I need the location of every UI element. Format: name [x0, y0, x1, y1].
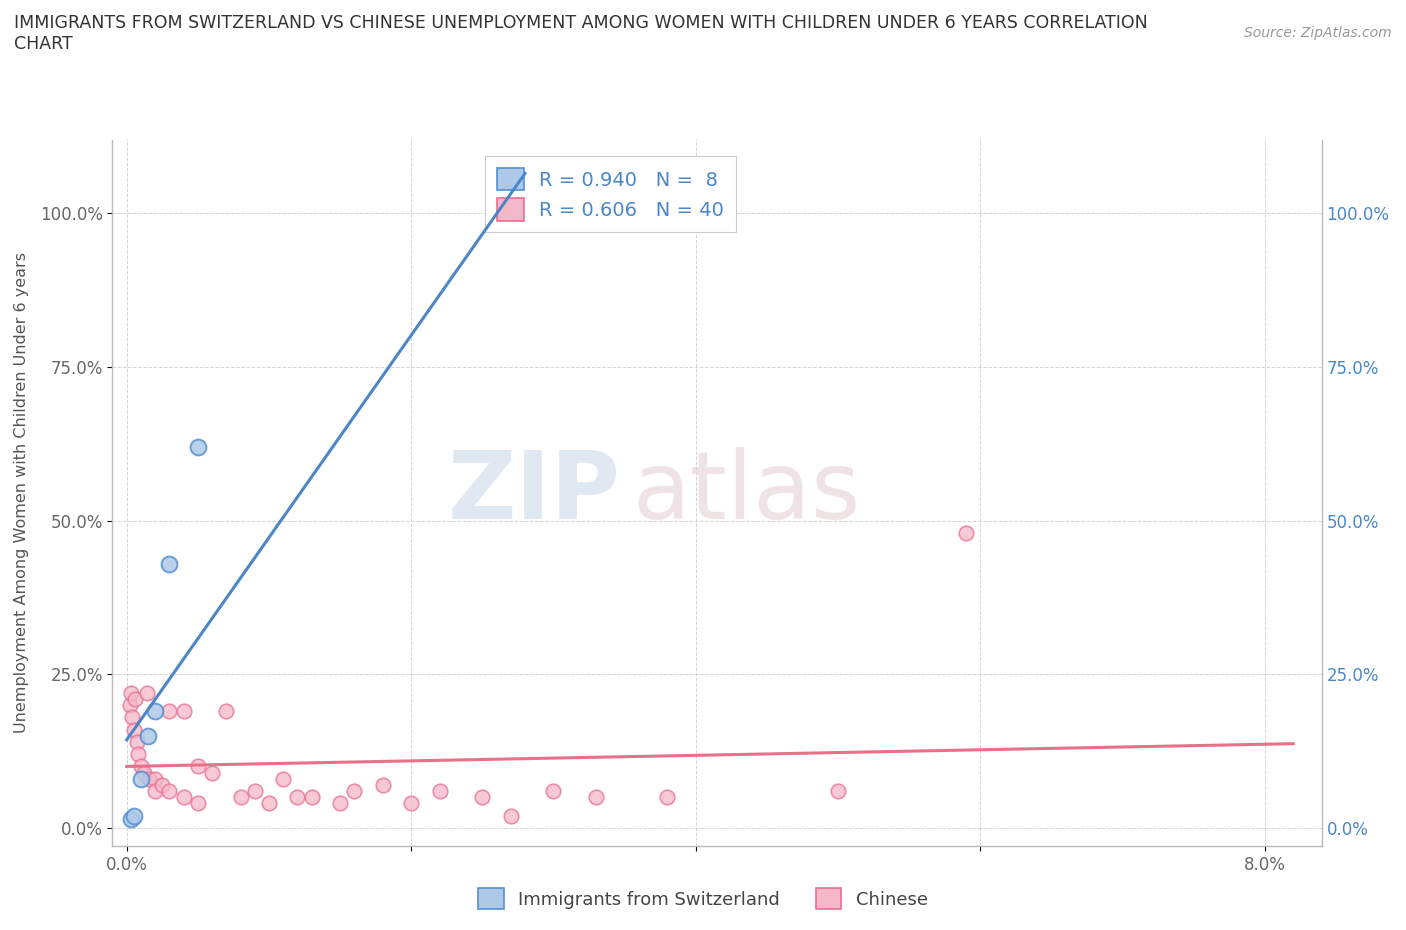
Point [187, 759, 209, 774]
Point [118, 698, 141, 712]
Legend: Immigrants from Switzerland, Chinese: Immigrants from Switzerland, Chinese [471, 881, 935, 916]
Point [120, 811, 142, 826]
Point [122, 808, 145, 823]
Point [343, 784, 366, 799]
Text: CHART: CHART [14, 35, 73, 53]
Point [271, 771, 294, 786]
Text: ZIP: ZIP [447, 447, 620, 538]
Point [827, 784, 849, 799]
Point [329, 796, 352, 811]
Point [301, 790, 323, 804]
Point [157, 556, 180, 571]
Text: IMMIGRANTS FROM SWITZERLAND VS CHINESE UNEMPLOYMENT AMONG WOMEN WITH CHILDREN UN: IMMIGRANTS FROM SWITZERLAND VS CHINESE U… [14, 14, 1147, 32]
Point [187, 796, 209, 811]
Point [229, 790, 252, 804]
Point [121, 710, 143, 724]
Point [138, 771, 160, 786]
Point [499, 808, 522, 823]
Point [955, 525, 977, 540]
Y-axis label: Unemployment Among Women with Children Under 6 years: Unemployment Among Women with Children U… [14, 252, 28, 734]
Text: Source: ZipAtlas.com: Source: ZipAtlas.com [1244, 26, 1392, 40]
Point [157, 784, 180, 799]
Point [125, 735, 148, 750]
Point [143, 784, 166, 799]
Point [135, 685, 157, 700]
Point [143, 704, 166, 719]
Point [287, 790, 309, 804]
Legend: R = 0.940   N =  8, R = 0.606   N = 40: R = 0.940 N = 8, R = 0.606 N = 40 [485, 156, 735, 232]
Point [132, 765, 155, 780]
Point [143, 771, 166, 786]
Point [471, 790, 494, 804]
Point [371, 777, 394, 792]
Point [243, 784, 266, 799]
Point [257, 796, 280, 811]
Point [129, 771, 152, 786]
Point [201, 765, 224, 780]
Point [215, 704, 238, 719]
Point [657, 790, 679, 804]
Point [136, 728, 159, 743]
Point [399, 796, 422, 811]
Point [157, 704, 180, 719]
Text: atlas: atlas [633, 447, 860, 538]
Point [124, 691, 146, 706]
Point [122, 722, 145, 737]
Point [429, 784, 451, 799]
Point [127, 747, 149, 762]
Point [543, 784, 565, 799]
Point [513, 206, 536, 220]
Point [173, 704, 195, 719]
Point [129, 759, 152, 774]
Point [173, 790, 195, 804]
Point [120, 685, 142, 700]
Point [187, 439, 209, 454]
Point [150, 777, 173, 792]
Point [585, 790, 607, 804]
